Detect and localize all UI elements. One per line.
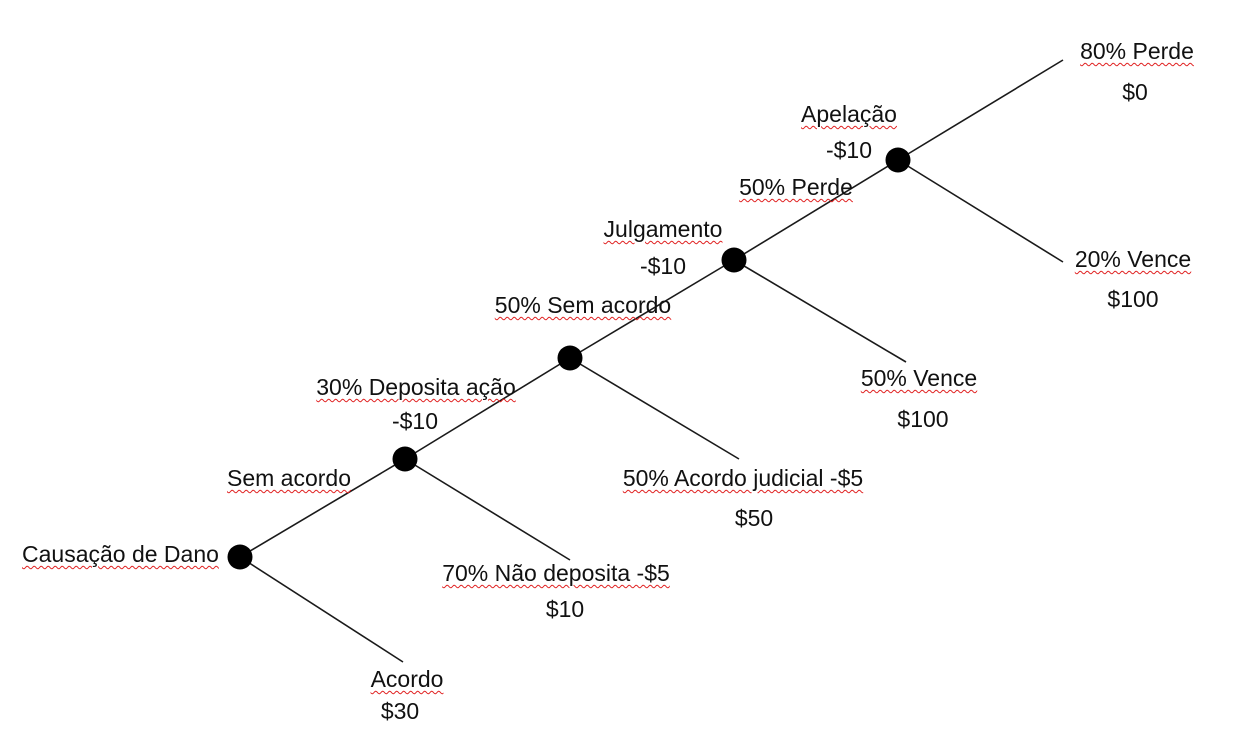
tree-nodes	[227, 147, 911, 570]
files-suit-cost: -$10	[391, 408, 439, 434]
trial-win-label: 50% Vence	[860, 365, 978, 391]
edge-node5-to-appeal-win	[897, 159, 1064, 263]
settlement-value: $30	[380, 698, 420, 724]
decision-node-agreement	[557, 345, 583, 371]
edge-root-to-settlement	[239, 556, 404, 663]
edge-root-to-no-settlement	[239, 458, 406, 558]
trial-label: Julgamento	[603, 216, 723, 242]
edge-node4-to-node5	[733, 159, 899, 261]
edge-node5-to-appeal-lose	[897, 59, 1064, 161]
appeal-win-label: 20% Vence	[1074, 246, 1192, 272]
not-file-value: $10	[545, 596, 585, 622]
appeal-win-value: $100	[1107, 286, 1159, 312]
decision-node-appeal	[885, 147, 911, 173]
files-suit-label: 30% Deposita ação	[316, 374, 516, 400]
edge-node3-to-node4	[569, 259, 735, 359]
appeal-label: Apelação	[801, 101, 897, 127]
appeal-lose-value: $0	[1122, 79, 1148, 105]
decision-node-trial	[721, 247, 747, 273]
settlement-label: Acordo	[370, 666, 444, 692]
appeal-lose-label: 80% Perde	[1080, 38, 1194, 64]
tree-edges	[239, 59, 1064, 663]
judicial-settlement-label: 50% Acordo judicial -$5	[622, 465, 864, 491]
decision-node-suit	[392, 446, 418, 472]
no-settlement-label: Sem acordo	[226, 465, 352, 491]
edge-node2-to-node3	[404, 357, 571, 460]
trial-cost: -$10	[639, 253, 687, 279]
edge-node2-to-not-file	[404, 458, 571, 561]
trial-lose-label: 50% Perde	[739, 174, 853, 200]
appeal-cost: -$10	[825, 137, 873, 163]
root-label: Causação de Dano	[22, 541, 219, 567]
no-agreement-label: 50% Sem acordo	[494, 292, 672, 318]
edge-node4-to-trial-win	[733, 259, 907, 363]
edge-node3-to-judicial-settlement	[569, 357, 740, 460]
judicial-settlement-value: $50	[734, 505, 774, 531]
trial-win-value: $100	[897, 406, 949, 432]
decision-node-root	[227, 544, 253, 570]
not-file-label: 70% Não deposita -$5	[442, 560, 670, 586]
